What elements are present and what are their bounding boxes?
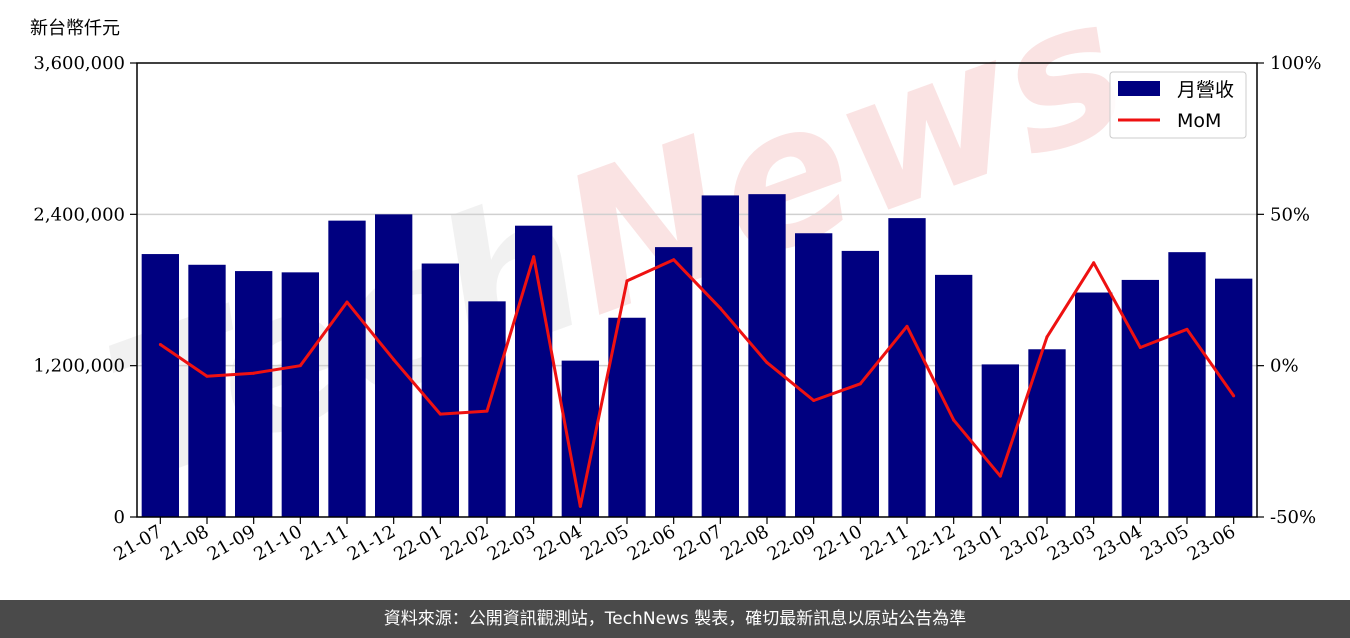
revenue-bar-21-12 (375, 214, 413, 518)
revenue-bar-22-01 (421, 263, 459, 517)
revenue-bar-21-08 (188, 264, 226, 517)
revenue-bar-22-08 (748, 194, 786, 517)
x-tick-label: 22-11 (857, 521, 912, 565)
x-tick-label: 23-02 (997, 521, 1052, 565)
mom-point-21-11 (345, 300, 349, 304)
x-tick-label: 22-10 (810, 521, 865, 565)
mom-point-23-02 (1045, 335, 1049, 339)
x-tick-label: 21-11 (297, 521, 352, 565)
x-tick-label: 22-06 (624, 521, 679, 565)
mom-point-23-01 (998, 474, 1002, 478)
y-right-tick-label: 0% (1270, 356, 1299, 377)
y-left-tick-label: 2,400,000 (33, 204, 125, 225)
revenue-bar-22-05 (608, 317, 646, 517)
source-footer: 資料來源：公開資訊觀測站，TechNews 製表，確切最新訊息以原站公告為準 (0, 600, 1350, 638)
mom-point-22-01 (438, 412, 442, 416)
mom-point-21-10 (298, 364, 302, 368)
legend: 月營收 MoM (1109, 71, 1247, 139)
revenue-bar-22-11 (888, 218, 926, 517)
revenue-bar-21-09 (235, 271, 273, 517)
x-tick-label: 22-09 (764, 521, 819, 565)
y-right-tick-label: 100% (1270, 53, 1321, 74)
bar-series (141, 194, 1253, 518)
x-tick-label: 21-10 (250, 521, 305, 565)
x-tick-label: 22-08 (717, 521, 772, 565)
x-tick-label: 21-12 (344, 521, 399, 565)
mom-point-21-09 (252, 371, 256, 375)
mom-point-21-12 (392, 358, 396, 362)
legend-label-line: MoM (1177, 110, 1221, 132)
revenue-bar-21-11 (328, 220, 366, 517)
mom-point-22-03 (532, 255, 536, 259)
x-tick-label: 22-03 (484, 521, 539, 565)
revenue-chart: TechNews 01,200,0002,400,0003,600,000-50… (30, 0, 1321, 565)
x-tick-label: 23-01 (950, 521, 1005, 565)
revenue-bar-22-06 (655, 247, 693, 517)
revenue-bar-23-05 (1168, 252, 1206, 517)
x-tick-label: 21-08 (157, 521, 212, 565)
mom-point-22-11 (905, 324, 909, 328)
revenue-bar-23-04 (1121, 279, 1159, 517)
mom-point-22-08 (765, 361, 769, 365)
x-tick-label: 23-05 (1137, 521, 1192, 565)
mom-point-22-04 (578, 504, 582, 508)
revenue-bar-21-07 (141, 254, 179, 517)
y-unit-label: 新台幣仟元 (30, 18, 120, 39)
revenue-bar-22-09 (795, 233, 833, 517)
x-tick-label: 22-01 (390, 521, 445, 565)
y-left-tick-label: 0 (114, 507, 125, 528)
x-tick-label: 22-12 (904, 521, 959, 565)
x-tick-label: 22-05 (577, 521, 632, 565)
revenue-bar-22-07 (701, 195, 739, 517)
y-left-tick-label: 1,200,000 (33, 356, 125, 377)
revenue-bar-23-06 (1215, 278, 1253, 517)
mom-point-22-05 (625, 279, 629, 283)
mom-point-23-06 (1232, 394, 1236, 398)
mom-point-22-09 (812, 398, 816, 402)
mom-point-22-10 (858, 382, 862, 386)
legend-label-bar: 月營收 (1177, 79, 1234, 101)
x-tick-label: 21-09 (204, 521, 259, 565)
y-left-tick-label: 3,600,000 (33, 53, 125, 74)
mom-point-21-07 (158, 342, 162, 346)
mom-point-23-04 (1138, 346, 1142, 350)
revenue-bar-22-03 (515, 225, 553, 517)
plot-frame (136, 62, 1258, 518)
grid-lines (137, 213, 1257, 367)
mom-point-23-03 (1092, 261, 1096, 265)
mom-point-22-02 (485, 409, 489, 413)
y-right-tick-label: 50% (1270, 204, 1310, 225)
mom-line-series (158, 255, 1236, 508)
mom-point-21-08 (205, 374, 209, 378)
x-tick-label: 22-02 (437, 521, 492, 565)
mom-point-22-07 (718, 306, 722, 310)
mom-point-22-12 (952, 418, 956, 422)
x-tick-label: 23-04 (1090, 521, 1145, 565)
x-tick-label: 22-04 (530, 521, 585, 565)
x-tick-label: 23-06 (1184, 521, 1239, 565)
x-tick-label: 22-07 (670, 521, 725, 565)
legend-swatch-bar (1118, 81, 1160, 96)
x-tick-label: 23-03 (1044, 521, 1099, 565)
mom-point-23-05 (1185, 327, 1189, 331)
y-right-tick-label: -50% (1270, 507, 1316, 528)
mom-point-22-06 (672, 258, 676, 262)
mom-line (159, 255, 1235, 508)
revenue-bar-21-10 (281, 272, 319, 517)
revenue-bar-23-03 (1075, 292, 1113, 517)
